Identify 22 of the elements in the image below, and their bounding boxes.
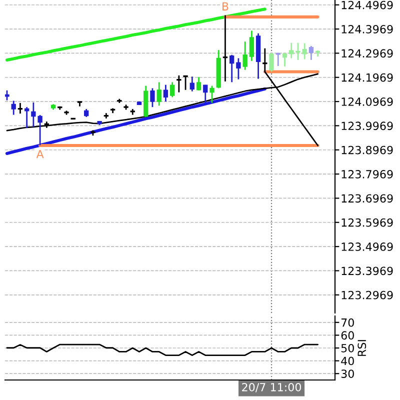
y-tick-label: 123.9969: [342, 122, 393, 130]
y-axis-title: RSI: [358, 340, 366, 356]
y-tick-label: 50: [341, 344, 354, 352]
y-tick-label: 123.5969: [342, 218, 393, 227]
y-tick-label: 123.4969: [342, 242, 393, 251]
y-tick-label: 30: [341, 370, 354, 378]
y-tick-label: 40: [341, 356, 354, 366]
x-tick-label: 20/7 11:00: [242, 382, 302, 392]
data-label: A: [36, 150, 44, 158]
y-tick-label: 70: [341, 318, 354, 327]
y-tick-label: 123.2969: [342, 290, 393, 300]
y-tick-label: 124.2969: [342, 49, 393, 58]
y-tick-label: 60: [341, 331, 354, 340]
y-tick-label: 124.3969: [342, 25, 393, 34]
data-label: B: [222, 2, 228, 10]
y-tick-label: 123.8969: [342, 146, 393, 154]
y-tick-label: 124.4969: [342, 0, 393, 10]
y-tick-label: 123.3969: [342, 266, 393, 276]
y-tick-label: 123.6969: [342, 194, 393, 203]
y-tick-label: 124.0969: [342, 98, 393, 106]
y-tick-label: 124.1969: [342, 73, 393, 82]
y-tick-label: 123.7969: [342, 170, 393, 178]
